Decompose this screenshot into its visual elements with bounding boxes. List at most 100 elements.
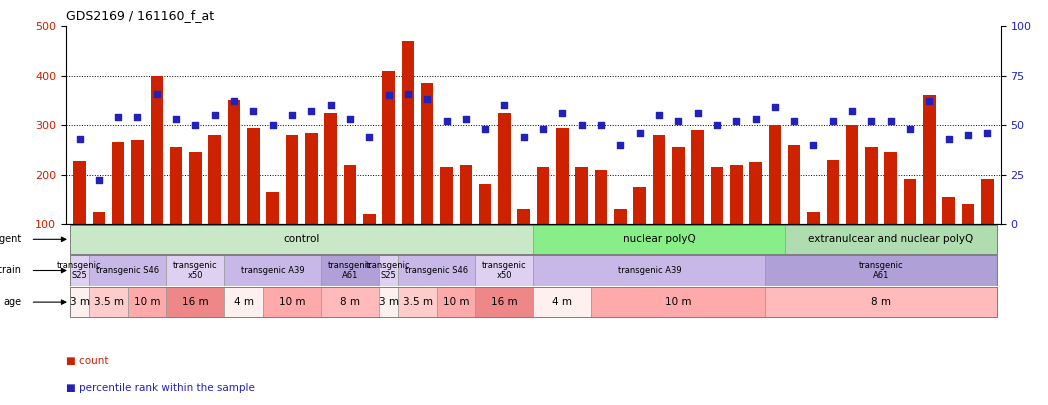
Bar xyxy=(498,113,510,224)
Bar xyxy=(633,187,646,224)
Bar xyxy=(942,197,955,224)
Point xyxy=(766,104,783,111)
Point xyxy=(496,102,512,109)
Bar xyxy=(112,143,125,224)
Bar xyxy=(533,255,765,286)
Bar xyxy=(981,179,994,224)
Bar xyxy=(785,224,997,254)
Bar xyxy=(765,287,997,317)
Bar xyxy=(421,83,434,224)
Bar xyxy=(440,167,453,224)
Point xyxy=(187,122,203,128)
Point xyxy=(342,116,358,122)
Bar xyxy=(227,100,240,224)
Bar xyxy=(70,287,89,317)
Text: GDS2169 / 161160_f_at: GDS2169 / 161160_f_at xyxy=(66,9,214,22)
Point xyxy=(805,142,822,148)
Bar xyxy=(379,287,398,317)
Bar xyxy=(70,224,533,254)
Bar xyxy=(749,162,762,224)
Bar xyxy=(398,287,437,317)
Text: transgenic
x50: transgenic x50 xyxy=(482,261,527,280)
Point xyxy=(380,92,397,99)
Bar xyxy=(170,147,182,224)
Point xyxy=(747,116,764,122)
Point xyxy=(399,90,416,97)
Text: 4 m: 4 m xyxy=(234,297,254,307)
Bar xyxy=(73,161,86,224)
Text: transgenic A39: transgenic A39 xyxy=(241,266,305,275)
Point xyxy=(322,102,339,109)
Bar xyxy=(476,287,533,317)
Text: 3.5 m: 3.5 m xyxy=(402,297,433,307)
Bar xyxy=(556,128,569,224)
Bar xyxy=(167,255,224,286)
Bar xyxy=(305,132,318,224)
Point xyxy=(651,112,668,119)
Point xyxy=(864,118,880,124)
Text: strain: strain xyxy=(0,266,21,275)
Text: 10 m: 10 m xyxy=(134,297,160,307)
Bar xyxy=(401,41,414,224)
Text: ■ percentile rank within the sample: ■ percentile rank within the sample xyxy=(66,383,255,393)
Bar xyxy=(70,255,89,286)
Bar xyxy=(479,184,492,224)
Text: agent: agent xyxy=(0,234,21,244)
Text: 3 m: 3 m xyxy=(69,297,89,307)
Point xyxy=(882,118,899,124)
Point xyxy=(825,118,842,124)
Bar xyxy=(788,145,801,224)
Text: nuclear polyQ: nuclear polyQ xyxy=(623,234,696,244)
Point xyxy=(940,136,957,142)
Bar xyxy=(807,211,820,224)
Bar xyxy=(344,165,356,224)
Bar xyxy=(224,255,321,286)
Text: age: age xyxy=(3,297,21,307)
Point xyxy=(90,177,107,184)
Bar xyxy=(885,152,897,224)
Point xyxy=(708,122,725,128)
Point xyxy=(264,122,281,128)
Bar xyxy=(614,209,627,224)
Point xyxy=(979,130,996,136)
Bar xyxy=(866,147,878,224)
Text: 4 m: 4 m xyxy=(552,297,572,307)
Point xyxy=(516,134,532,140)
Bar xyxy=(533,224,785,254)
Text: transgenic A39: transgenic A39 xyxy=(617,266,681,275)
Text: 10 m: 10 m xyxy=(443,297,470,307)
Point xyxy=(960,132,977,138)
Bar xyxy=(92,211,105,224)
Bar xyxy=(224,287,263,317)
Point xyxy=(168,116,184,122)
Text: ■ count: ■ count xyxy=(66,356,109,367)
Point xyxy=(477,126,494,132)
Point xyxy=(457,116,474,122)
Bar xyxy=(765,255,997,286)
Bar xyxy=(476,255,533,286)
Point xyxy=(921,98,938,104)
Bar xyxy=(324,113,336,224)
Point xyxy=(303,108,320,115)
Point xyxy=(361,134,377,140)
Point xyxy=(901,126,918,132)
Bar xyxy=(591,287,765,317)
Bar xyxy=(363,214,375,224)
Point xyxy=(728,118,745,124)
Text: transgenic
A61: transgenic A61 xyxy=(858,261,903,280)
Bar xyxy=(131,140,144,224)
Bar xyxy=(398,255,476,286)
Bar xyxy=(672,147,684,224)
Point xyxy=(225,98,242,104)
Point xyxy=(612,142,629,148)
Point xyxy=(129,114,146,120)
Point xyxy=(534,126,551,132)
Bar xyxy=(460,165,472,224)
Point xyxy=(419,96,436,103)
Text: 3.5 m: 3.5 m xyxy=(93,297,124,307)
Bar xyxy=(437,287,476,317)
Point xyxy=(670,118,686,124)
Point xyxy=(284,112,301,119)
Text: control: control xyxy=(283,234,320,244)
Point xyxy=(71,136,88,142)
